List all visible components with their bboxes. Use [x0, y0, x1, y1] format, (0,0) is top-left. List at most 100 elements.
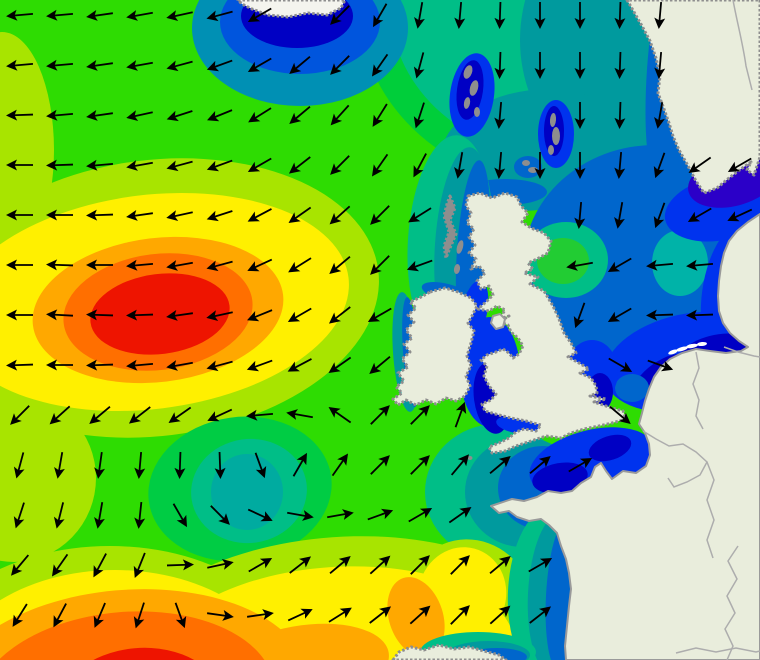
swell-direction-arrow: [13, 452, 25, 479]
arrow-head-icon: [418, 405, 430, 417]
arrow-tail: [97, 502, 104, 523]
swell-direction-arrow: [529, 606, 552, 624]
arrow-head-icon: [93, 615, 104, 628]
arrow-tail: [52, 163, 74, 167]
contour-yellowgreen-left-mid: [0, 394, 96, 562]
arrow-head-icon: [534, 18, 546, 29]
swell-direction-arrow: [372, 103, 388, 127]
swell-direction-arrow: [248, 558, 273, 573]
arrow-head-icon: [246, 360, 260, 372]
arrow-tail: [287, 611, 307, 622]
arrow-tail: [253, 107, 272, 120]
arrow-tail: [613, 307, 632, 320]
arrow-head-icon: [538, 606, 552, 618]
swell-direction-arrow: [566, 260, 593, 271]
arrow-tail: [92, 12, 113, 17]
arrow-head-icon: [646, 259, 658, 271]
arrow-head-icon: [133, 616, 145, 629]
arrow-tail: [166, 563, 188, 567]
arrow-head-icon: [166, 10, 179, 22]
arrow-head-icon: [206, 360, 219, 372]
arrow-head-icon: [53, 615, 64, 628]
country-borders-layer: [642, 0, 760, 660]
swell-direction-arrow: [53, 502, 65, 529]
arrow-head-icon: [126, 209, 138, 221]
arrow-head-icon: [46, 59, 58, 71]
arrow-head-icon: [574, 118, 586, 129]
swell-direction-arrow: [247, 609, 274, 621]
arrow-tail: [333, 306, 351, 321]
arrow-tail: [618, 1, 622, 23]
swell-direction-arrow: [166, 559, 194, 571]
swell-direction-arrow: [327, 509, 354, 520]
swell-direction-arrow: [654, 102, 665, 129]
arrow-head-icon: [206, 10, 219, 22]
arrow-head-icon: [46, 309, 58, 321]
arrow-head-icon: [247, 11, 261, 22]
arrow-head-icon: [176, 514, 187, 528]
swell-direction-arrow: [6, 359, 34, 371]
arrow-tail: [294, 55, 311, 71]
swell-direction-arrow: [489, 605, 511, 625]
swell-direction-arrow: [371, 53, 389, 77]
arrow-head-icon: [46, 259, 58, 271]
arrow-tail: [370, 459, 386, 475]
swell-direction-arrow: [727, 157, 752, 172]
swell-direction-arrow: [86, 109, 113, 121]
arrow-tail: [92, 162, 114, 167]
arrow-tail: [656, 152, 666, 172]
arrow-tail: [16, 502, 25, 522]
arrow-head-icon: [182, 559, 194, 571]
arrow-tail: [136, 602, 145, 622]
swell-direction-arrow: [410, 405, 430, 425]
arrow-head-icon: [653, 215, 665, 229]
arrow-tail: [656, 202, 666, 222]
arrow-head-icon: [298, 556, 312, 568]
arrow-tail: [133, 406, 151, 421]
swell-direction-arrow: [174, 451, 186, 479]
swell-direction-arrow: [166, 260, 193, 271]
arrow-head-icon: [301, 510, 314, 521]
arrow-head-icon: [166, 309, 178, 321]
contour-navy-channel-b: [588, 434, 632, 462]
swell-direction-arrow: [328, 356, 352, 374]
swell-direction-arrow: [207, 109, 233, 122]
arrow-head-icon: [288, 162, 302, 174]
border-norway-sweden: [732, 0, 753, 91]
arrow-tail: [55, 603, 67, 622]
swell-direction-arrow: [653, 202, 666, 229]
swell-direction-arrow: [166, 309, 193, 321]
swell-direction-arrow: [454, 1, 466, 29]
arrow-tail: [410, 459, 426, 475]
arrow-head-icon: [247, 261, 260, 272]
arrow-head-icon: [126, 10, 139, 21]
arrow-head-icon: [11, 563, 23, 576]
arrow-tail: [248, 560, 267, 573]
land-great-britain: [464, 191, 628, 455]
arrow-head-icon: [287, 361, 300, 372]
arrow-head-icon: [126, 160, 139, 171]
arrow-head-icon: [534, 68, 546, 79]
swell-direction-arrow: [454, 152, 465, 179]
swell-direction-arrow: [54, 452, 65, 479]
arrow-head-icon: [378, 455, 390, 467]
border-netherlands-germany: [692, 351, 704, 430]
swell-direction-arrow: [614, 101, 626, 129]
arrow-head-icon: [455, 401, 467, 415]
arrow-tail: [293, 257, 312, 270]
arrow-head-icon: [134, 467, 146, 479]
arrow-tail: [375, 3, 388, 22]
swell-direction-arrow: [489, 456, 511, 475]
swell-direction-arrow: [568, 458, 593, 473]
arrow-tail: [92, 213, 114, 217]
swell-direction-arrow: [286, 409, 313, 420]
swell-direction-arrow: [410, 455, 430, 475]
arrow-head-icon: [222, 609, 234, 621]
arrow-head-icon: [413, 165, 424, 178]
swell-direction-arrow: [86, 309, 114, 321]
arrow-tail: [334, 55, 350, 71]
arrow-head-icon: [175, 615, 187, 629]
swell-direction-arrow: [206, 210, 233, 222]
swell-direction-arrow: [489, 556, 511, 575]
arrow-head-icon: [300, 608, 313, 619]
